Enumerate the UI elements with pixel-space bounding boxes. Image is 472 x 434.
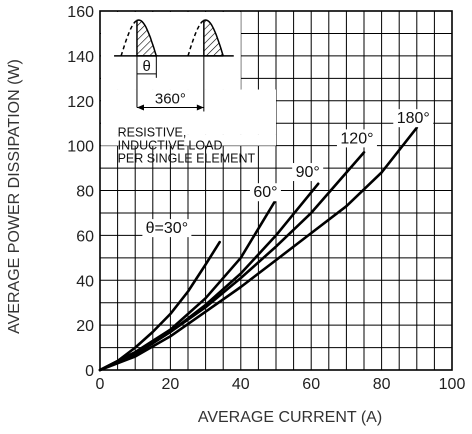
inset-background — [101, 89, 276, 135]
y-tick-label: 0 — [85, 363, 94, 380]
axes: 0 20 40 60 80 100 0 20 40 60 80 100 120 140 160 AVERAGE… — [6, 4, 465, 426]
curve-label-background — [142, 219, 192, 238]
y-tick-label: 140 — [67, 49, 94, 66]
series-line-1 — [98, 198, 278, 372]
y-tick-label: 20 — [76, 318, 94, 335]
waveform-conduction-lobe — [136, 19, 158, 58]
series-line-2 — [98, 182, 320, 372]
y-tick-label: 160 — [67, 4, 94, 21]
plot-frame — [99, 10, 453, 371]
series-layer — [98, 126, 419, 372]
curve-label-background — [292, 163, 324, 182]
series-line-3 — [98, 151, 366, 372]
x-tick-label: 0 — [96, 376, 105, 393]
arrow-head-icon — [136, 104, 144, 111]
waveform-conduction-lobe — [203, 19, 224, 57]
load-note-line: PER SINGLE ELEMENT — [118, 152, 256, 166]
series-label: 120° — [340, 130, 373, 147]
y-tick-label: 80 — [76, 184, 94, 201]
series-label: 90° — [296, 164, 320, 181]
waveform-inset: θ 360° — [101, 12, 276, 146]
x-tick-label: 100 — [439, 376, 466, 393]
load-note-line: INDUCTIVE LOAD — [118, 139, 223, 153]
curve-label-background — [249, 183, 281, 202]
waveform-off-portion — [120, 20, 137, 57]
arrow-head-icon — [196, 104, 204, 111]
y-tick-label: 100 — [67, 139, 94, 156]
y-axis-title: AVERAGE POWER DISSIPATION (W) — [6, 59, 23, 334]
series-label: 60° — [253, 184, 277, 201]
theta-label: θ — [142, 58, 150, 75]
x-tick-label: 60 — [302, 376, 320, 393]
series-label: θ=30° — [146, 220, 188, 237]
curve-label-background — [393, 109, 434, 128]
inset-background — [101, 134, 276, 146]
series-line-4 — [98, 126, 419, 372]
y-tick-label: 60 — [76, 228, 94, 245]
x-tick-label: 20 — [162, 376, 180, 393]
x-axis-title: AVERAGE CURRENT (A) — [198, 409, 382, 426]
curve-label-background — [336, 129, 377, 148]
period-label: 360° — [155, 90, 186, 107]
load-note-line: RESISTIVE, — [118, 126, 187, 140]
y-tick-label: 40 — [76, 273, 94, 290]
x-tick-label: 80 — [373, 376, 391, 393]
y-tick-label: 120 — [67, 94, 94, 111]
x-tick-label: 40 — [232, 376, 250, 393]
waveform-off-portion — [187, 20, 204, 57]
series-label: 180° — [397, 110, 430, 127]
